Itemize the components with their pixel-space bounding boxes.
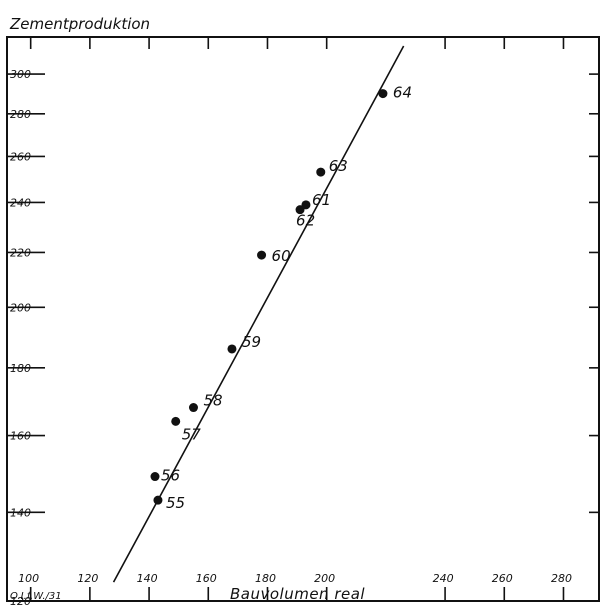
data-point [227, 344, 237, 354]
x-tick-label: 100 [18, 572, 39, 585]
data-points [150, 89, 388, 505]
chart-title: Zementproduktion [9, 15, 150, 33]
x-tick-label: 260 [492, 572, 513, 585]
data-point-label: 55 [166, 494, 185, 512]
data-point [295, 205, 305, 215]
x-tick-label: 160 [196, 572, 217, 585]
data-point [188, 403, 198, 413]
y-tick-label: 140 [10, 506, 31, 519]
y-tick-label: 120 [10, 595, 31, 608]
y-tick-label: 220 [10, 246, 31, 259]
x-axis-label: Bauvolumen real [230, 585, 365, 603]
plot-frame [6, 36, 600, 602]
data-point [153, 495, 163, 505]
x-tick-label: 280 [551, 572, 572, 585]
x-tick-label: 180 [255, 572, 276, 585]
data-point-label: 56 [161, 467, 180, 485]
x-tick-label: 140 [137, 572, 158, 585]
data-point [171, 416, 181, 426]
y-tick-label: 240 [10, 196, 31, 209]
data-point-label: 63 [329, 157, 348, 175]
regression-line [112, 45, 405, 583]
x-tick-label: 200 [314, 572, 335, 585]
data-point-label: 61 [312, 191, 331, 209]
y-tick-label: 280 [10, 108, 31, 121]
data-point [316, 167, 326, 177]
data-point [150, 472, 160, 482]
fit-line-group [112, 45, 405, 583]
data-point-label: 58 [203, 392, 222, 410]
y-tick-label: 200 [10, 301, 31, 314]
axis-tick-labels: 100 120 140 160 180 200 240 260 280 120 140 160 180 2… [10, 68, 572, 608]
data-point [257, 250, 267, 260]
y-tick-label: 180 [10, 362, 31, 375]
y-tick-label: 300 [10, 68, 31, 81]
data-point-label: 57 [182, 425, 202, 443]
y-tick-label: 160 [10, 430, 31, 443]
x-tick-label: 120 [77, 572, 98, 585]
x-tick-label: 240 [433, 572, 454, 585]
data-point-label: 62 [296, 212, 315, 230]
credit-note: O.I.f.W./31 [10, 591, 62, 602]
data-point-label: 64 [393, 84, 412, 102]
data-point-label: 60 [272, 247, 291, 265]
axis-ticks [7, 37, 599, 602]
y-tick-label: 260 [10, 150, 31, 163]
data-point [378, 89, 388, 99]
data-point-label: 59 [242, 333, 261, 351]
